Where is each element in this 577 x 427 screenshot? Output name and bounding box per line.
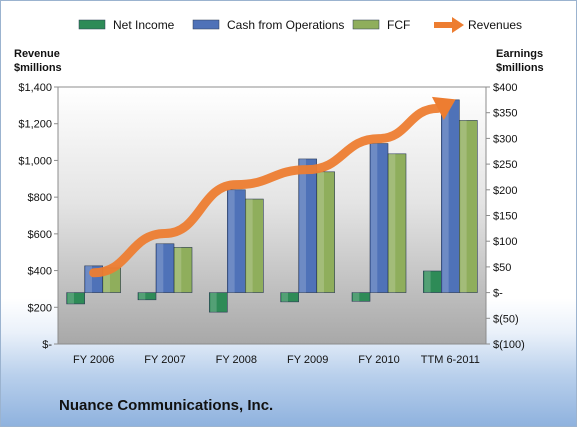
x-axis-tick-label: FY 2007 (144, 354, 185, 366)
bar-highlight (460, 120, 467, 293)
left-axis-tick-label: $- (42, 339, 52, 351)
bar-group (173, 247, 193, 293)
bar-highlight (228, 189, 235, 293)
bar (245, 198, 264, 293)
bar-group (459, 120, 478, 293)
bar-group (66, 292, 85, 305)
left-axis-tick-label: $1,200 (18, 119, 52, 131)
bar-highlight (389, 153, 396, 293)
plot-area (57, 86, 487, 345)
right-axis-tick-label: $- (493, 288, 503, 300)
legend-label: Cash from Operations (227, 18, 344, 32)
bar-highlight (85, 265, 92, 293)
right-axis-tick-label: $(50) (493, 313, 519, 325)
bar-group (155, 243, 175, 293)
bar-highlight (210, 292, 217, 313)
bar-group (441, 99, 460, 293)
legend-swatch (352, 19, 380, 30)
bar-group (369, 143, 389, 293)
bar-highlight (103, 267, 110, 293)
x-axis-tick-label: TTM 6-2011 (421, 354, 480, 366)
legend-entry: Revenues (434, 17, 522, 33)
legend-label: FCF (387, 18, 410, 32)
revenues-line (89, 103, 443, 278)
bar-group (209, 292, 228, 313)
bar-highlight (246, 199, 253, 293)
left-axis-tick-label: $1,400 (18, 82, 52, 94)
bar-highlight (67, 292, 74, 304)
bar-highlight (139, 292, 146, 300)
bar (66, 292, 85, 305)
legend-swatch (192, 19, 220, 30)
right-axis-tick-label: $50 (493, 262, 511, 274)
bar-group (137, 292, 157, 301)
left-axis-title-unit: $millions (14, 62, 62, 74)
x-axis-tick-label: FY 2009 (287, 354, 328, 366)
bar-highlight (424, 271, 431, 293)
legend-swatch-arrow (452, 17, 464, 33)
right-axis-title: Earnings (496, 48, 543, 60)
bar (137, 292, 157, 301)
bar (173, 247, 193, 293)
bar-highlight (281, 292, 288, 302)
bar-highlight (299, 158, 306, 293)
legend-label: Revenues (468, 18, 522, 32)
right-axis-tick-label: $350 (493, 108, 517, 120)
right-axis-tick-label: $100 (493, 236, 517, 248)
bar-group (387, 153, 407, 293)
bar-group (245, 198, 264, 293)
bar (209, 292, 228, 313)
bar (280, 292, 299, 303)
left-axis-title: Revenue (14, 48, 60, 60)
bar (387, 153, 407, 293)
right-axis-tick-label: $400 (493, 82, 517, 94)
x-axis-tick-label: FY 2010 (358, 354, 399, 366)
bar-highlight (353, 292, 360, 302)
bar (351, 292, 371, 302)
bar-group (351, 292, 371, 302)
bar-highlight (317, 171, 324, 293)
legend-entry: FCF (352, 18, 410, 32)
bar-highlight (371, 143, 378, 293)
x-axis-tick-label: FY 2008 (216, 354, 257, 366)
right-axis-tick-label: $150 (493, 211, 517, 223)
right-axis-tick-label: $(100) (493, 339, 525, 351)
legend-swatch (78, 19, 106, 30)
right-axis-title-unit: $millions (496, 62, 544, 74)
chart-title: Nuance Communications, Inc. (59, 397, 274, 414)
right-axis-tick-label: $200 (493, 185, 517, 197)
bar-group (298, 158, 317, 293)
left-axis-tick-label: $200 (28, 302, 52, 314)
bar-group (423, 270, 442, 293)
right-axis-tick-label: $250 (493, 159, 517, 171)
left-axis-tick-label: $800 (28, 192, 52, 204)
legend-entry: Net Income (78, 18, 175, 32)
bar-highlight (442, 99, 449, 293)
bar-group (316, 171, 335, 293)
bar-highlight (157, 243, 164, 293)
bar (459, 120, 478, 293)
bar (316, 171, 335, 293)
right-axis-tick-label: $300 (493, 133, 517, 145)
left-axis-tick-label: $400 (28, 266, 52, 278)
bar-group (227, 189, 246, 293)
bar-group (280, 292, 299, 303)
left-axis-tick-label: $600 (28, 229, 52, 241)
bar-highlight (175, 247, 182, 293)
revenues-arrowhead (431, 96, 456, 121)
legend-label: Net Income (113, 18, 175, 32)
x-axis-tick-label: FY 2006 (73, 354, 114, 366)
left-axis-tick-label: $1,000 (18, 155, 52, 167)
legend-entry: Cash from Operations (192, 18, 344, 32)
